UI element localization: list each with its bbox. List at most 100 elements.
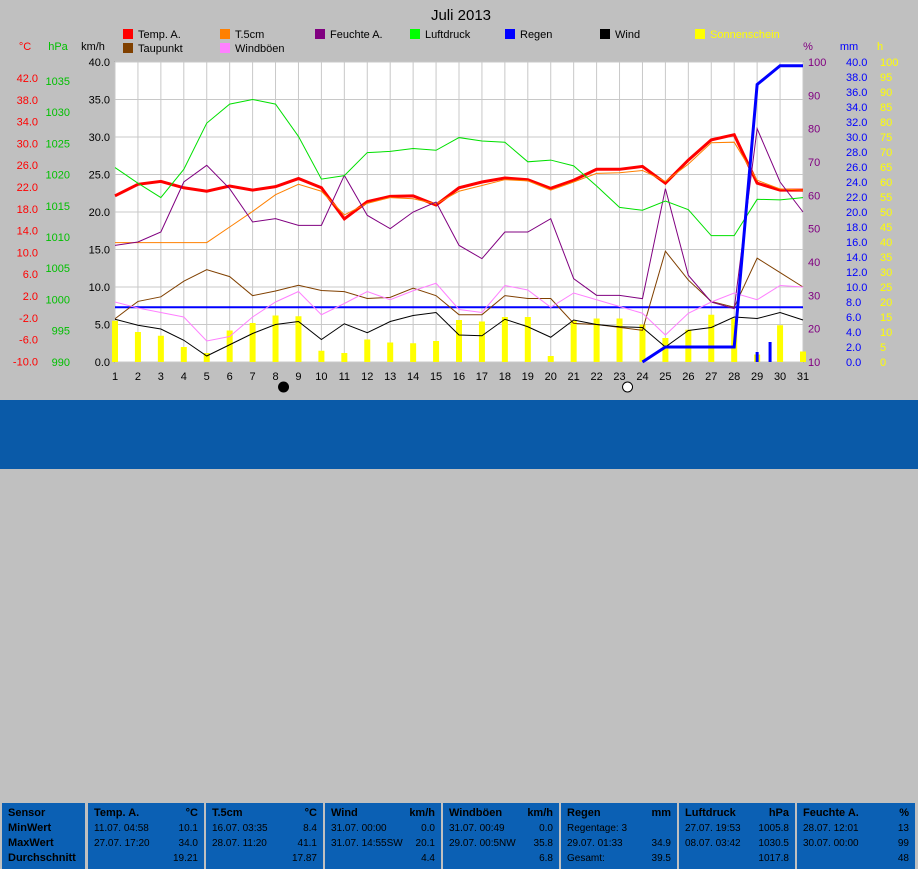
tick-temp: 14.0 [17, 226, 38, 238]
tick-hpa: 1010 [46, 232, 70, 244]
stats-col-title: T.5cm [212, 807, 243, 819]
stats-avg-value: 1017.8 [758, 853, 789, 864]
axis-label-kmh: km/h [81, 41, 105, 53]
tick-h: 70 [880, 147, 892, 159]
tick-pct: 50 [808, 224, 820, 236]
stats-min-datetime: 16.07. 03:35 [212, 823, 268, 834]
stats-min-datetime: Regentage: 3 [567, 823, 628, 834]
tick-day: 27 [705, 371, 717, 383]
sun-bar [249, 323, 256, 362]
sun-bar [639, 324, 646, 362]
tick-mm: 28.0 [846, 147, 867, 159]
stats-avg-label: Gesamt: [567, 853, 605, 864]
tick-day: 17 [476, 371, 488, 383]
tick-day: 12 [361, 371, 373, 383]
stats-col-unit: mm [651, 807, 671, 819]
tick-day: 3 [158, 371, 164, 383]
tick-h: 0 [880, 357, 886, 369]
tick-pct: 70 [808, 157, 820, 169]
legend-swatch [123, 29, 133, 39]
tick-mm: 14.0 [846, 252, 867, 264]
legend-entry: Feuchte A. [330, 29, 383, 41]
tick-kmh: 5.0 [95, 320, 110, 332]
legend-entry: T.5cm [235, 29, 264, 41]
tick-hpa: 1035 [46, 76, 70, 88]
stats-col-unit: km/h [409, 807, 435, 819]
tick-temp: 26.0 [17, 160, 38, 172]
tick-kmh: 0.0 [95, 357, 110, 369]
stats-max-datetime: 31.07. 14:55SW [331, 838, 403, 849]
tick-h: 75 [880, 132, 892, 144]
stats-min-datetime: 11.07. 04:58 [94, 823, 149, 834]
stats-avg-value: 6.8 [539, 853, 553, 864]
tick-day: 20 [545, 371, 557, 383]
stats-min-value: 1005.8 [758, 823, 789, 834]
stats-col-unit: km/h [527, 807, 553, 819]
stats-col-regen: Regen mm Regentage: 3 29.07. 01:33 34.9 Gesa… [561, 803, 677, 869]
legend-swatch [600, 29, 610, 39]
tick-h: 100 [880, 57, 898, 69]
tick-mm: 0.0 [846, 357, 861, 369]
tick-mm: 18.0 [846, 222, 867, 234]
moon-new-icon [278, 381, 290, 393]
stats-col-wind: Wind km/h 31.07. 00:00 0.0 31.07. 14:55SW 20.… [325, 803, 441, 869]
tick-temp: 2.0 [23, 291, 38, 303]
tick-mm: 24.0 [846, 177, 867, 189]
tick-pct: 90 [808, 90, 820, 102]
tick-day: 21 [568, 371, 580, 383]
tick-temp: 34.0 [17, 117, 38, 129]
tick-day: 29 [751, 371, 763, 383]
tick-h: 15 [880, 312, 892, 324]
stats-avg-value: 39.5 [651, 853, 671, 864]
legend-entry: Regen [520, 29, 552, 41]
tick-hpa: 990 [52, 357, 70, 369]
tick-day: 9 [295, 371, 301, 383]
tick-day: 31 [797, 371, 809, 383]
tick-h: 35 [880, 252, 892, 264]
tick-mm: 26.0 [846, 162, 867, 174]
tick-pct: 20 [808, 324, 820, 336]
tick-day: 10 [315, 371, 327, 383]
tick-hpa: 1000 [46, 294, 70, 306]
tick-day: 22 [590, 371, 602, 383]
tick-hpa: 1020 [46, 170, 70, 182]
tick-mm: 12.0 [846, 267, 867, 279]
tick-day: 2 [135, 371, 141, 383]
stats-avg-value: 4.4 [421, 853, 435, 864]
tick-temp: 42.0 [17, 73, 38, 85]
tick-kmh: 10.0 [89, 282, 110, 294]
chart-title: Juli 2013 [431, 7, 491, 24]
stats-avg-value: 19.21 [172, 853, 198, 864]
sun-bar [456, 320, 462, 362]
label-avg: Durchschnitt [8, 852, 76, 864]
legend-swatch [410, 29, 420, 39]
stats-max-datetime: 08.07. 03:42 [685, 838, 741, 849]
series-wind [114, 311, 804, 357]
stats-max-value: 1030.5 [758, 838, 789, 849]
sun-bar [547, 356, 554, 362]
tick-hpa: 1005 [46, 263, 70, 275]
stats-min-value: 0.0 [539, 823, 553, 834]
stats-max-datetime: 30.07. 00:00 [803, 838, 859, 849]
stats-table: Sensor MinWert MaxWert Durchschnitt Temp… [0, 400, 918, 869]
axis-label-h: h [877, 41, 883, 53]
sun-bar [203, 353, 210, 362]
tick-mm: 32.0 [846, 117, 867, 129]
tick-hpa: 1030 [46, 107, 70, 119]
tick-h: 20 [880, 297, 892, 309]
legend-entry: Wind [615, 29, 640, 41]
stats-max-datetime: 27.07. 17:20 [94, 838, 150, 849]
tick-h: 85 [880, 102, 892, 114]
tick-day: 30 [774, 371, 786, 383]
tick-day: 19 [522, 371, 534, 383]
tick-kmh: 30.0 [89, 132, 110, 144]
axis-label-hpa: hPa [48, 41, 68, 53]
stats-col-title: Windböen [449, 807, 503, 819]
sun-bar [226, 330, 233, 362]
tick-day: 11 [339, 371, 350, 383]
stats-col-title: Feuchte A. [803, 807, 859, 819]
legend-entry: Taupunkt [138, 43, 183, 55]
series-temp-a- [114, 132, 803, 222]
tick-h: 5 [880, 342, 886, 354]
tick-mm: 40.0 [846, 57, 867, 69]
